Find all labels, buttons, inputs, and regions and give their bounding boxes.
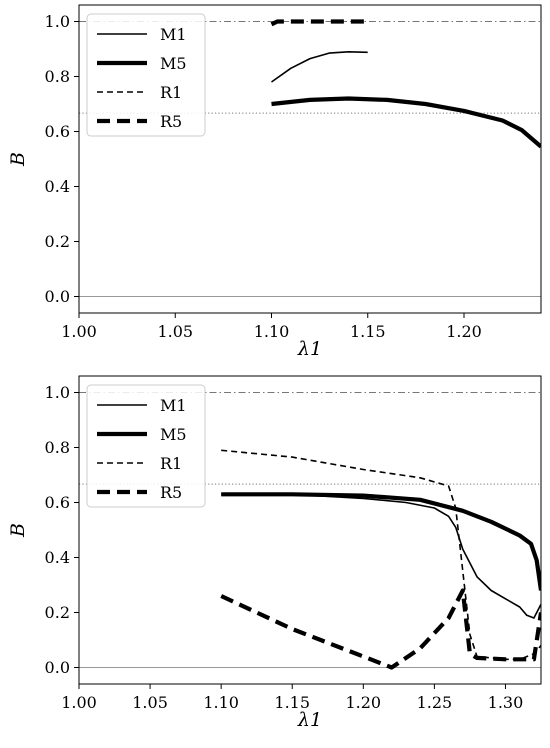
x-tick-label: 1.05 [157, 322, 193, 341]
chart-top: 1.00 1.05 1.10 1.15 1.20 0.0 0.2 0.4 0.6 0.8 1.0 Bλ… [7, 4, 542, 360]
legend-label-m1: M1 [160, 396, 187, 415]
chart-bottom: 1.00 1.05 1.10 1.15 1.20 1.25 1.30 0.0 0.2 0.4 0.6… [7, 375, 542, 731]
y-tick-label: 0.0 [45, 287, 70, 306]
x-tick-label: 1.00 [61, 693, 97, 712]
y-tick-label: 0.4 [45, 177, 70, 196]
legend: M1 M5 R1 R5 [86, 384, 206, 508]
y-tick-label: 1.0 [45, 12, 70, 31]
legend-label-r5: R5 [160, 483, 182, 502]
series-line-r5 [270, 19, 368, 27]
x-tick-label: 1.10 [254, 322, 290, 341]
y-tick-label: 0.6 [45, 122, 70, 141]
x-tick-label: 1.25 [417, 693, 453, 712]
legend: M1 M5 R1 R5 [86, 13, 206, 137]
x-tick-label: 1.10 [203, 693, 239, 712]
legend-box [86, 384, 206, 508]
y-tick-label: 0.2 [45, 603, 70, 622]
plot-frame [78, 375, 542, 685]
y-tick-label: 0.8 [45, 438, 70, 457]
x-tick-label: 1.15 [350, 322, 386, 341]
x-tick-label: 1.20 [345, 693, 381, 712]
legend-label-r5: R5 [160, 112, 182, 131]
legend-label-m5: M5 [160, 425, 187, 444]
x-tick-label: 1.05 [132, 693, 168, 712]
y-axis-label: B [7, 152, 29, 167]
series-line-m5 [271, 96, 541, 149]
x-tick-label: 1.15 [274, 693, 310, 712]
legend-label-r1: R1 [160, 454, 182, 473]
x-tick-label: 1.30 [488, 693, 524, 712]
series-line-r1 [221, 449, 541, 661]
legend-box [86, 13, 206, 137]
legend-label-m5: M5 [160, 54, 187, 73]
x-axis-label: λ1 [297, 338, 322, 360]
y-tick-label: 0.8 [45, 67, 70, 86]
y-tick-label: 0.0 [45, 658, 70, 677]
series-line-m1 [271, 50, 368, 83]
series-line-m5 [221, 492, 541, 591]
x-tick-label: 1.00 [61, 322, 97, 341]
y-tick-label: 0.2 [45, 232, 70, 251]
plot-frame [78, 4, 542, 314]
legend-label-r1: R1 [160, 83, 182, 102]
series-line-r5 [220, 588, 541, 670]
y-tick-label: 1.0 [45, 383, 70, 402]
x-axis-label: λ1 [297, 709, 322, 731]
y-axis-label: B [7, 523, 29, 538]
series-line-m1 [221, 493, 541, 619]
legend-label-m1: M1 [160, 25, 187, 44]
x-tick-label: 1.20 [446, 322, 482, 341]
y-tick-label: 0.4 [45, 548, 70, 567]
y-tick-label: 0.6 [45, 493, 70, 512]
